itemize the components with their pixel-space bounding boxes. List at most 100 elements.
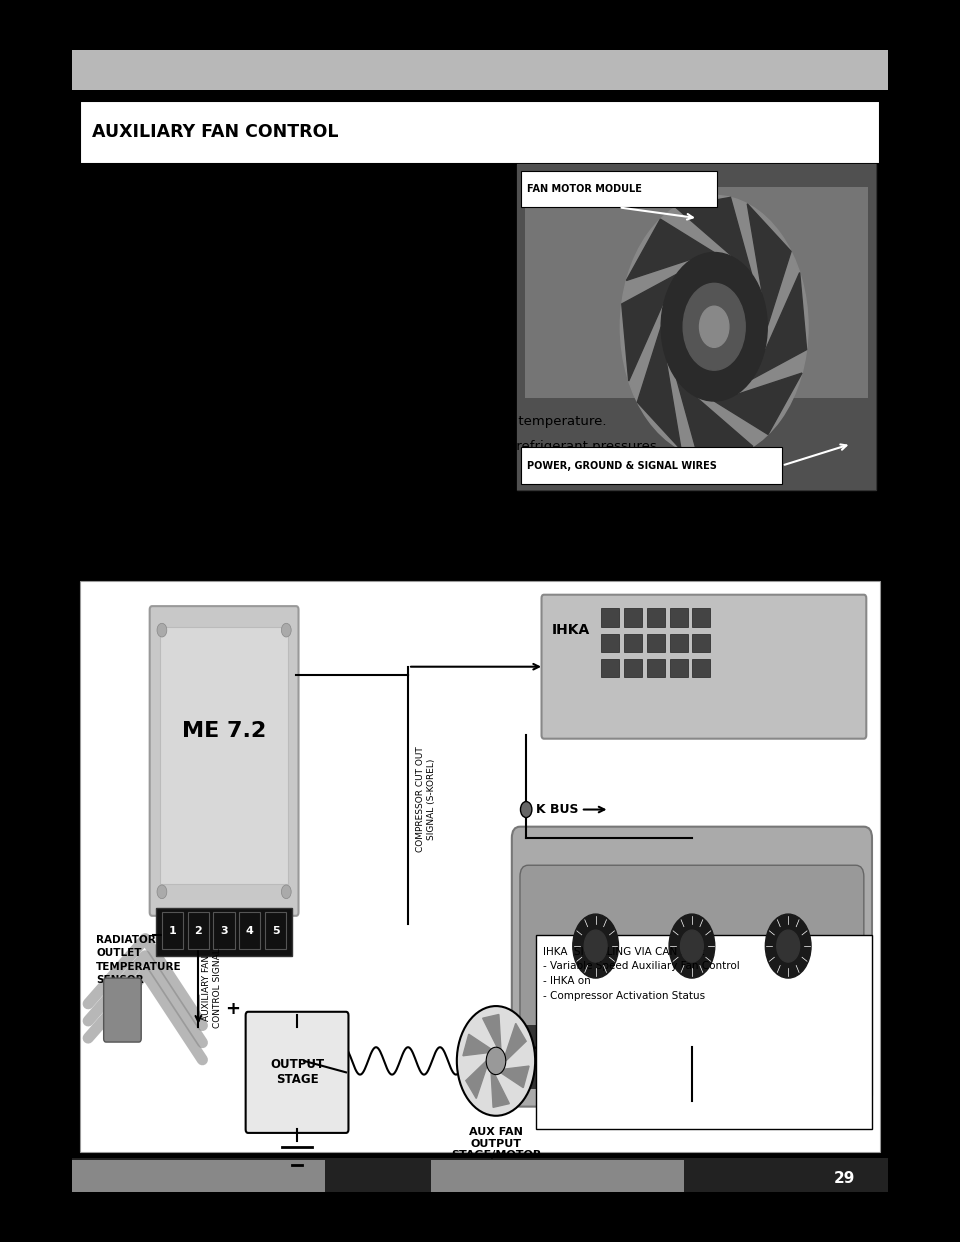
Text: •: • xyxy=(105,441,113,455)
Text: K BUS: K BUS xyxy=(536,804,579,816)
Text: The auxiliary fan is controlled by ME 7.2.  The
motor  output  stage  receives  : The auxiliary fan is controlled by ME 7.… xyxy=(88,235,408,322)
Text: IHKA signalling via the K and CAN bus based on calculated refrigerant pressures.: IHKA signalling via the K and CAN bus ba… xyxy=(121,441,660,453)
FancyBboxPatch shape xyxy=(512,827,872,1107)
Circle shape xyxy=(573,914,618,979)
Polygon shape xyxy=(747,204,791,327)
Text: 1: 1 xyxy=(169,925,177,935)
Bar xyxy=(162,913,183,949)
Text: Battery voltage level: Battery voltage level xyxy=(121,486,260,499)
Text: CAN
BUS: CAN BUS xyxy=(708,1016,734,1038)
Circle shape xyxy=(486,1047,506,1074)
Bar xyxy=(156,908,292,956)
Bar xyxy=(624,658,642,677)
Text: Vehicle speed: Vehicle speed xyxy=(121,463,213,477)
Text: OUTPUT
STAGE: OUTPUT STAGE xyxy=(270,1058,324,1087)
Text: +: + xyxy=(225,1001,240,1018)
Circle shape xyxy=(765,914,811,979)
Polygon shape xyxy=(483,1015,501,1049)
Bar xyxy=(265,913,286,949)
FancyBboxPatch shape xyxy=(541,595,866,739)
Text: 4: 4 xyxy=(246,925,253,935)
Bar xyxy=(525,186,868,399)
Polygon shape xyxy=(677,379,753,456)
Circle shape xyxy=(661,252,767,401)
Text: FAN MOTOR MODULE: FAN MOTOR MODULE xyxy=(527,184,642,194)
Circle shape xyxy=(620,195,808,458)
FancyBboxPatch shape xyxy=(520,866,864,1030)
Text: 5: 5 xyxy=(272,925,279,935)
Circle shape xyxy=(520,801,532,817)
Bar xyxy=(670,658,687,677)
Bar xyxy=(72,1158,888,1192)
Polygon shape xyxy=(637,327,682,450)
Bar xyxy=(647,609,664,627)
Circle shape xyxy=(157,886,167,899)
Text: AUX FAN
OUTPUT
STAGE/MOTOR: AUX FAN OUTPUT STAGE/MOTOR xyxy=(451,1128,541,1160)
Polygon shape xyxy=(492,1073,510,1108)
Bar xyxy=(188,913,209,949)
Bar xyxy=(213,913,234,949)
Text: Similar to the aux fan in the E46 with MS 42.0
control, the fan is activated bas: Similar to the aux fan in the E46 with M… xyxy=(88,344,395,395)
Polygon shape xyxy=(622,274,677,381)
Bar xyxy=(516,164,876,489)
Bar xyxy=(624,633,642,652)
Text: COMPRESSOR CUT OUT
SIGNAL (S-KOREL): COMPRESSOR CUT OUT SIGNAL (S-KOREL) xyxy=(417,746,436,852)
Bar xyxy=(692,609,710,627)
Bar xyxy=(647,633,664,652)
Text: POWER, GROUND & SIGNAL WIRES: POWER, GROUND & SIGNAL WIRES xyxy=(527,461,717,471)
Circle shape xyxy=(457,1006,535,1115)
Text: Radiator outlet temperature sensor input exceeds a preset temperature.: Radiator outlet temperature sensor input… xyxy=(121,415,607,428)
Text: 29: 29 xyxy=(834,1171,855,1186)
Text: •: • xyxy=(105,486,113,501)
Bar xyxy=(536,935,872,1129)
Bar xyxy=(601,633,619,652)
FancyBboxPatch shape xyxy=(150,606,299,915)
FancyBboxPatch shape xyxy=(246,1012,348,1133)
Bar xyxy=(524,1025,860,1089)
Bar xyxy=(516,164,876,489)
Circle shape xyxy=(157,623,167,637)
Bar xyxy=(160,627,288,884)
Text: RADIATOR
OUTLET
TEMPERATURE
SENSOR: RADIATOR OUTLET TEMPERATURE SENSOR xyxy=(96,935,181,985)
Bar xyxy=(601,658,619,677)
Bar xyxy=(72,1160,324,1192)
Circle shape xyxy=(585,930,607,963)
Polygon shape xyxy=(752,272,806,379)
Bar xyxy=(80,101,879,164)
Bar xyxy=(670,633,687,652)
Polygon shape xyxy=(463,1035,492,1056)
Circle shape xyxy=(681,930,704,963)
Text: •: • xyxy=(105,463,113,477)
Bar xyxy=(601,609,619,627)
Text: When the over temperature light in the instrument cluster is on (120°C) the fan : When the over temperature light in the i… xyxy=(88,513,707,563)
Bar xyxy=(520,447,782,484)
Polygon shape xyxy=(714,373,802,435)
Bar xyxy=(692,658,710,677)
Polygon shape xyxy=(676,197,752,274)
Bar xyxy=(80,581,879,1153)
Text: AUXILIARY FAN
CONTROL SIGNAL: AUXILIARY FAN CONTROL SIGNAL xyxy=(203,948,222,1027)
Bar xyxy=(239,913,260,949)
Circle shape xyxy=(281,886,291,899)
Bar xyxy=(692,633,710,652)
Polygon shape xyxy=(505,1023,526,1061)
Polygon shape xyxy=(501,1066,529,1088)
Bar xyxy=(624,609,642,627)
Bar xyxy=(72,50,888,89)
Text: •: • xyxy=(105,415,113,430)
Circle shape xyxy=(281,623,291,637)
Text: ME 7.2: ME 7.2 xyxy=(182,720,266,740)
Text: 3: 3 xyxy=(220,925,228,935)
Bar xyxy=(670,609,687,627)
Polygon shape xyxy=(466,1061,487,1098)
Bar xyxy=(647,658,664,677)
Circle shape xyxy=(700,307,729,348)
FancyBboxPatch shape xyxy=(104,979,141,1042)
Bar xyxy=(431,1160,684,1192)
Text: IHKA: IHKA xyxy=(552,623,590,637)
Circle shape xyxy=(684,283,745,370)
Polygon shape xyxy=(626,219,714,281)
Circle shape xyxy=(777,930,800,963)
Text: AUXILIARY FAN CONTROL: AUXILIARY FAN CONTROL xyxy=(92,123,339,140)
Text: IHKA  SIGNALING VIA CAN BUS:
- Variable Speed Auxiliary Fan Control
- IHKA on
- : IHKA SIGNALING VIA CAN BUS: - Variable S… xyxy=(542,946,739,1001)
